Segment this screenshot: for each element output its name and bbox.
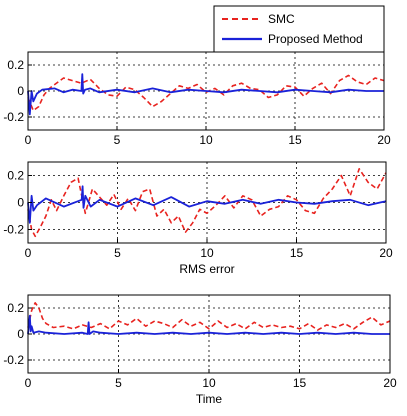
legend-label-smc: SMC bbox=[268, 12, 295, 26]
y-tick-label: 0.2 bbox=[7, 169, 24, 183]
x-axis-label: Time bbox=[196, 392, 223, 406]
y-tick-label: 0 bbox=[17, 196, 24, 210]
x-tick-label: 5 bbox=[114, 246, 121, 260]
x-axis-label: RMS error bbox=[179, 262, 234, 276]
y-tick-label: -0.2 bbox=[3, 353, 24, 367]
x-tick-label: 5 bbox=[115, 376, 122, 390]
legend: SMC Proposed Method bbox=[213, 5, 385, 53]
x-tick-label: 5 bbox=[114, 133, 121, 147]
x-tick-label: 0 bbox=[25, 246, 32, 260]
series-line-smc bbox=[27, 301, 391, 331]
y-tick-label: 0.2 bbox=[7, 301, 24, 315]
x-tick-label: 0 bbox=[25, 376, 32, 390]
x-tick-label: 10 bbox=[200, 246, 214, 260]
x-tick-label: 15 bbox=[293, 376, 307, 390]
y-tick-label: 0.2 bbox=[7, 58, 24, 72]
series-line-proposed-method bbox=[27, 185, 387, 224]
x-tick-label: 15 bbox=[290, 246, 304, 260]
y-tick-label: 0 bbox=[17, 84, 24, 98]
series-line-smc bbox=[27, 74, 385, 112]
x-tick-label: 20 bbox=[383, 376, 397, 390]
series-line-proposed-method bbox=[27, 314, 390, 335]
x-tick-label: 10 bbox=[199, 133, 213, 147]
x-tick-label: 0 bbox=[25, 133, 32, 147]
series-line-proposed-method bbox=[27, 73, 384, 116]
legend-box bbox=[213, 5, 385, 53]
legend-label-proposed: Proposed Method bbox=[268, 32, 363, 46]
x-tick-label: 10 bbox=[202, 376, 216, 390]
y-tick-label: 0 bbox=[17, 327, 24, 341]
x-tick-label: 20 bbox=[377, 133, 391, 147]
x-tick-label: 15 bbox=[288, 133, 302, 147]
y-tick-label: -0.2 bbox=[3, 110, 24, 124]
subplot-1: 0 5 10 15 20-0.200.2 bbox=[3, 51, 391, 147]
x-tick-label: 20 bbox=[379, 246, 393, 260]
y-tick-label: -0.2 bbox=[3, 223, 24, 237]
